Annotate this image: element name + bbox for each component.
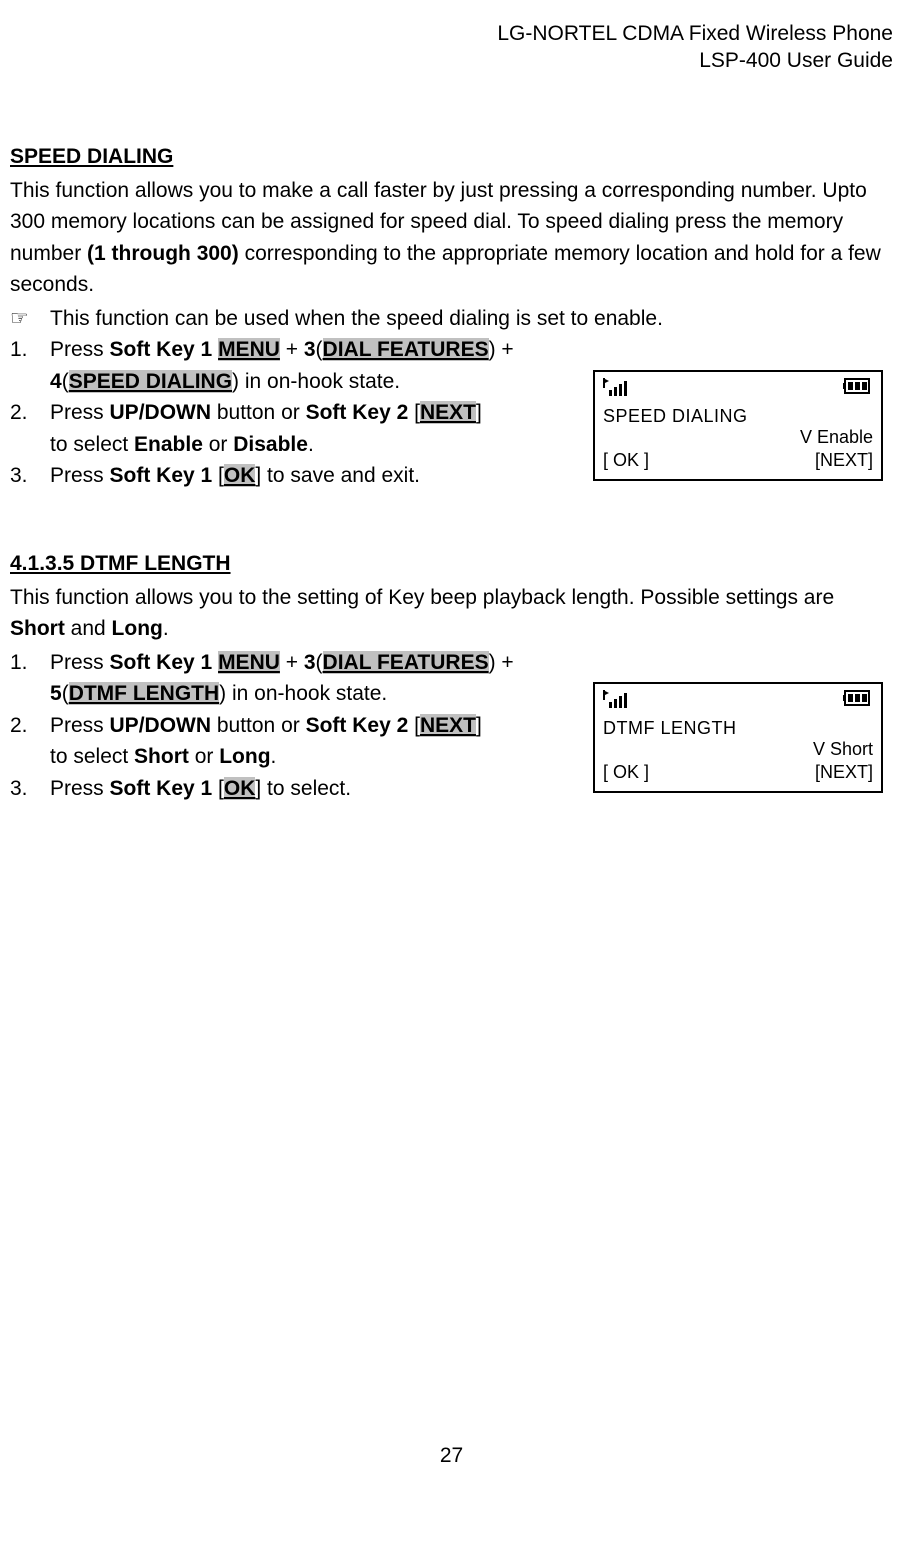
section-title-speed-dialing: SPEED DIALING (10, 145, 893, 169)
step-2a: Press UP/DOWN button or Soft Key 2 [NEXT… (50, 397, 573, 429)
document-page: LG-NORTEL CDMA Fixed Wireless Phone LSP-… (0, 0, 903, 1508)
battery-icon (843, 690, 873, 706)
lcd-status-bar (603, 378, 873, 400)
lcd-figure-2: DTMF LENGTH V Short [ OK ] [NEXT] (593, 678, 893, 793)
header-line-1: LG-NORTEL CDMA Fixed Wireless Phone (10, 20, 893, 47)
step-number: 3. (10, 460, 50, 492)
step-2-row: 2. Press UP/DOWN button or Soft Key 2 [N… (10, 397, 573, 429)
lcd-title: DTMF LENGTH (603, 718, 873, 739)
content-with-lcd-2: 5(DTMF LENGTH) in on-hook state. 2. Pres… (10, 678, 893, 804)
lcd-screen-speed-dialing: SPEED DIALING V Enable [ OK ] [NEXT] (593, 370, 883, 481)
lcd-screen-dtmf: DTMF LENGTH V Short [ OK ] [NEXT] (593, 682, 883, 793)
step-number: 3. (10, 773, 50, 805)
step-3: Press Soft Key 1 [OK] to save and exit. (50, 460, 573, 492)
note-row: ☞ This function can be used when the spe… (10, 303, 893, 335)
lcd-ok-label: [ OK ] (603, 450, 649, 471)
dtmf-step-3-row: 3. Press Soft Key 1 [OK] to select. (10, 773, 573, 805)
page-number: 27 (10, 1444, 893, 1468)
pointing-hand-icon: ☞ (10, 303, 50, 335)
dtmf-step-2b: to select Short or Long. (50, 741, 573, 773)
step-number: 1. (10, 334, 50, 366)
lcd-softkeys: [ OK ] [NEXT] (603, 450, 873, 471)
signal-icon (603, 690, 637, 708)
step-3-row: 3. Press Soft Key 1 [OK] to save and exi… (10, 460, 573, 492)
lcd-ok-label: [ OK ] (603, 762, 649, 783)
step-number: 1. (10, 647, 50, 679)
note-text: This function can be used when the speed… (50, 303, 893, 335)
step-1a: Press Soft Key 1 MENU + 3(DIAL FEATURES)… (50, 334, 893, 366)
step-1b: 4(SPEED DIALING) in on-hook state. (50, 366, 573, 398)
page-header: LG-NORTEL CDMA Fixed Wireless Phone LSP-… (10, 20, 893, 75)
step-1-row: 1. Press Soft Key 1 MENU + 3(DIAL FEATUR… (10, 334, 893, 366)
lcd-softkeys: [ OK ] [NEXT] (603, 762, 873, 783)
steps-column: 4(SPEED DIALING) in on-hook state. 2. Pr… (10, 366, 573, 492)
dtmf-step-1b: 5(DTMF LENGTH) in on-hook state. (50, 678, 573, 710)
dtmf-step-2-row: 2. Press UP/DOWN button or Soft Key 2 [N… (10, 710, 573, 742)
dtmf-step-2a: Press UP/DOWN button or Soft Key 2 [NEXT… (50, 710, 573, 742)
speed-dialing-intro: This function allows you to make a call … (10, 175, 893, 301)
step-number: 2. (10, 710, 50, 742)
dtmf-step-1a: Press Soft Key 1 MENU + 3(DIAL FEATURES)… (50, 647, 893, 679)
dtmf-step-3: Press Soft Key 1 [OK] to select. (50, 773, 573, 805)
battery-icon (843, 378, 873, 394)
header-line-2: LSP-400 User Guide (10, 47, 893, 74)
content-with-lcd-1: 4(SPEED DIALING) in on-hook state. 2. Pr… (10, 366, 893, 492)
lcd-value: V Enable (603, 427, 873, 448)
lcd-next-label: [NEXT] (815, 762, 873, 783)
lcd-title: SPEED DIALING (603, 406, 873, 427)
dtmf-step-1-row: 1. Press Soft Key 1 MENU + 3(DIAL FEATUR… (10, 647, 893, 679)
section-title-dtmf-length: 4.1.3.5 DTMF LENGTH (10, 552, 893, 576)
lcd-value: V Short (603, 739, 873, 760)
lcd-status-bar (603, 690, 873, 712)
signal-icon (603, 378, 637, 396)
lcd-next-label: [NEXT] (815, 450, 873, 471)
step-2b: to select Enable or Disable. (50, 429, 573, 461)
dtmf-steps-column: 5(DTMF LENGTH) in on-hook state. 2. Pres… (10, 678, 573, 804)
step-number: 2. (10, 397, 50, 429)
section-gap (10, 492, 893, 552)
lcd-figure-1: SPEED DIALING V Enable [ OK ] [NEXT] (593, 366, 893, 481)
dtmf-intro: This function allows you to the setting … (10, 582, 893, 645)
